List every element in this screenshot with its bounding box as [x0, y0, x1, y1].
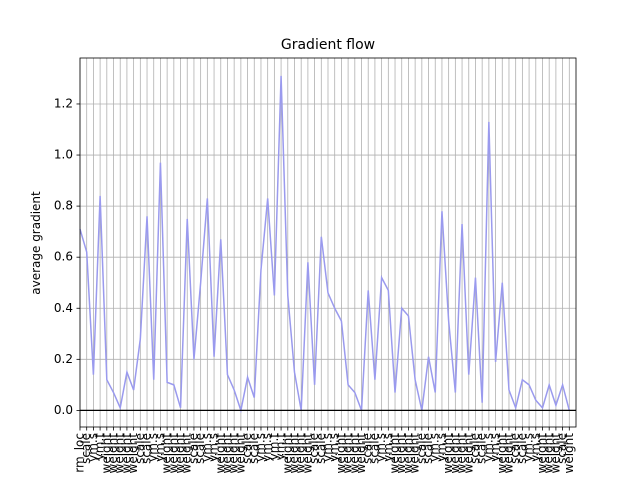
x-tick-label: scale	[140, 433, 154, 464]
y-tick-label: 0.4	[54, 301, 73, 315]
x-tick-label: weight	[287, 433, 301, 474]
x-tick-label: weight	[542, 433, 556, 474]
x-tick-label: ym.t	[274, 433, 288, 461]
x-tick-label: ym.s	[207, 433, 221, 462]
x-tick-label: weight	[535, 433, 549, 474]
x-tick-label: ym.s	[200, 433, 214, 462]
x-tick-label: weight	[106, 433, 120, 474]
x-tick-label: scale	[247, 433, 261, 464]
x-tick-label: weight	[562, 433, 576, 474]
y-tick-label: 0.0	[54, 403, 73, 417]
x-tick-label: weight	[220, 433, 234, 474]
y-tick-label: 1.0	[54, 148, 73, 162]
gradient-line	[79, 75, 571, 414]
x-tick-label: ym.s	[153, 433, 167, 462]
x-tick-label: weight	[401, 433, 415, 474]
x-tick-label: ym.t	[267, 433, 281, 461]
x-tick-label: weight	[213, 433, 227, 474]
x-tick-label: ym.s	[381, 433, 395, 462]
x-tick-label: scale	[186, 433, 200, 464]
x-tick-label: weight	[448, 433, 462, 474]
x-tick-label: ym.s	[253, 433, 267, 462]
x-tick-label: scale	[193, 433, 207, 464]
x-tick-label: ym.s	[327, 433, 341, 462]
x-tick-label: scale	[367, 433, 381, 464]
x-tick-label: weight	[495, 433, 509, 474]
x-tick-label: weight	[354, 433, 368, 474]
x-tick-label: scale	[307, 433, 321, 464]
x-tick-label: weight	[180, 433, 194, 474]
x-tick-label: weight	[113, 433, 127, 474]
x-tick-label: scale	[314, 433, 328, 464]
y-tick-label: 0.8	[54, 199, 73, 213]
x-tick-label: ym.s	[522, 433, 536, 462]
x-tick-label: ym.s	[374, 433, 388, 462]
x-tick-label: weight	[166, 433, 180, 474]
x-tick-label: weight	[441, 433, 455, 474]
x-tick-label: ym.s	[488, 433, 502, 462]
x-tick-label: ym.s	[428, 433, 442, 462]
x-tick-label: weight	[280, 433, 294, 474]
plot-frame	[79, 57, 577, 428]
x-tick-label: scale	[475, 433, 489, 464]
x-tick-label: weight	[126, 433, 140, 474]
x-tick-label: scale	[515, 433, 529, 464]
x-tick-label: weight	[294, 433, 308, 474]
x-tick-label: ym.s	[321, 433, 335, 462]
x-tick-label: scale	[240, 433, 254, 464]
x-tick-label: scale	[508, 433, 522, 464]
x-tick-label: scale	[555, 433, 569, 464]
x-tick-label: scale	[361, 433, 375, 464]
x-tick-label: scale	[133, 433, 147, 464]
x-tick-label: scale	[79, 433, 93, 464]
x-tick-label: scale	[421, 433, 435, 464]
x-tick-label: weight	[394, 433, 408, 474]
chart-title: Gradient flow	[281, 37, 375, 53]
x-tick-label: ym.s	[260, 433, 274, 462]
x-tick-label: weight	[455, 433, 469, 474]
x-tick-label: weight	[548, 433, 562, 474]
x-tick-label: weight	[341, 433, 355, 474]
x-tick-label: weight	[233, 433, 247, 474]
x-tick-label: weight	[119, 433, 133, 474]
y-tick-label: 1.2	[54, 96, 73, 110]
x-tick-label: weight	[300, 433, 314, 474]
y-tick-label: 0.2	[54, 352, 73, 366]
x-tick-label: ym.s	[528, 433, 542, 462]
x-tick-label: weight	[334, 433, 348, 474]
x-tick-label: weight	[347, 433, 361, 474]
x-tick-label: weight	[388, 433, 402, 474]
x-tick-label: weight	[160, 433, 174, 474]
x-tick-label: ym.s	[434, 433, 448, 462]
x-tick-label: weight	[227, 433, 241, 474]
x-tick-label: weight	[408, 433, 422, 474]
x-tick-label: weight	[461, 433, 475, 474]
x-tick-label: rm_loc	[73, 433, 87, 473]
x-tick-label: weight	[501, 433, 515, 474]
x-tick-label: ym.s	[86, 433, 100, 462]
y-tick-label: 0.6	[54, 250, 73, 264]
x-tick-label: scale	[414, 433, 428, 464]
y-axis-label: average gradient	[29, 191, 43, 295]
x-tick-label: weight	[99, 433, 113, 474]
x-tick-label: ym.t	[93, 433, 107, 461]
x-tick-label: ym.s	[146, 433, 160, 462]
x-tick-label: weight	[173, 433, 187, 474]
x-tick-label: ym.s	[481, 433, 495, 462]
x-tick-label: scale	[468, 433, 482, 464]
